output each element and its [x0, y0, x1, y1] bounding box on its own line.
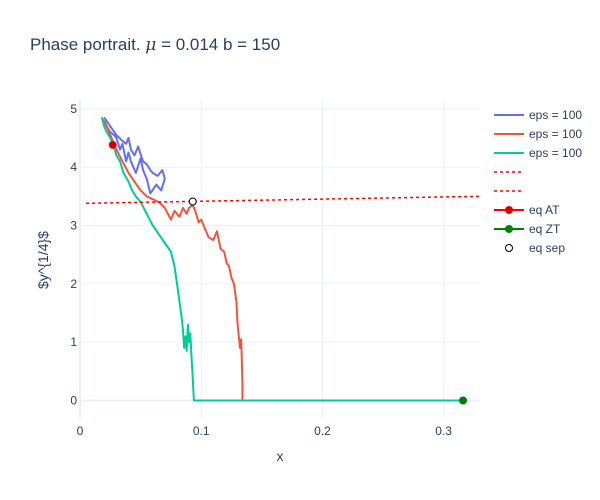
legend-swatch-marker	[506, 245, 513, 252]
marker-eq-sep	[189, 198, 196, 205]
marker-eq-zt	[460, 397, 467, 404]
y-tick-label: 2	[70, 277, 77, 291]
legend-swatch-marker	[506, 207, 513, 214]
y-axis-label: $y^{1/4}$	[35, 231, 51, 289]
marker-eq-at	[109, 141, 116, 148]
chart-title: Phase portrait. μ = 0.014 b = 150	[30, 35, 280, 55]
x-tick-label: 0	[77, 424, 84, 438]
x-tick-label: 0.1	[193, 424, 210, 438]
legend-label: eps = 100	[529, 108, 582, 122]
y-tick-label: 1	[70, 335, 77, 349]
legend-label: eps = 100	[529, 127, 582, 141]
y-tick-label: 5	[70, 102, 77, 116]
y-tick-label: 3	[70, 218, 77, 232]
y-tick-label: 0	[70, 393, 77, 407]
x-tick-label: 0.3	[435, 424, 452, 438]
legend-label: eps = 100	[529, 146, 582, 160]
y-tick-label: 4	[70, 160, 77, 174]
x-axis-label: x	[277, 448, 284, 464]
legend-label: eq sep	[529, 241, 565, 255]
x-tick-label: 0.2	[314, 424, 331, 438]
legend-swatch-marker	[506, 226, 513, 233]
legend-label: eq AT	[529, 203, 560, 217]
legend-label: eq ZT	[529, 222, 561, 236]
